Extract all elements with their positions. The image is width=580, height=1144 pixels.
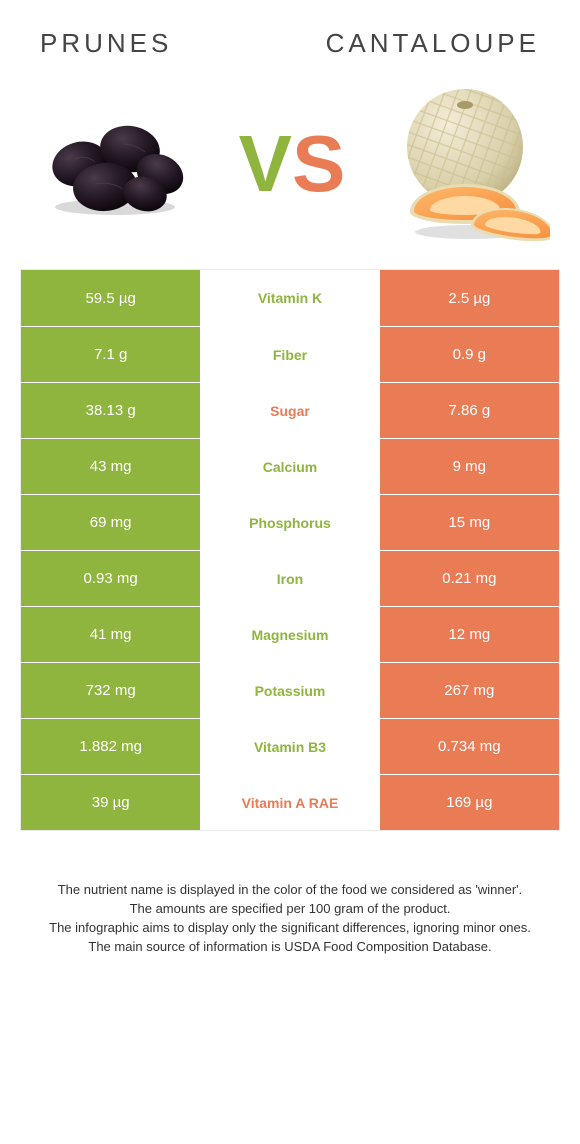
- table-row: 59.5 µgVitamin K2.5 µg: [21, 270, 559, 326]
- left-food-image: [30, 79, 200, 249]
- table-row: 7.1 gFiber0.9 g: [21, 326, 559, 382]
- cantaloupe-icon: [380, 77, 550, 252]
- nutrient-name-cell: Iron: [200, 551, 379, 606]
- nutrient-name-cell: Sugar: [200, 383, 379, 438]
- table-row: 69 mgPhosphorus15 mg: [21, 494, 559, 550]
- nutrient-name-cell: Vitamin B3: [200, 719, 379, 774]
- vs-label: VS: [239, 118, 342, 210]
- left-value-cell: 41 mg: [21, 607, 200, 662]
- right-value-cell: 9 mg: [380, 439, 559, 494]
- left-value-cell: 732 mg: [21, 663, 200, 718]
- table-row: 39 µgVitamin A RAE169 µg: [21, 774, 559, 830]
- nutrient-name-cell: Vitamin A RAE: [200, 775, 379, 830]
- table-row: 1.882 mgVitamin B30.734 mg: [21, 718, 559, 774]
- footnote-line: The main source of information is USDA F…: [40, 938, 540, 957]
- footnotes: The nutrient name is displayed in the co…: [0, 831, 580, 956]
- titles-row: PRUNES CANTALOUPE: [0, 0, 580, 69]
- left-value-cell: 1.882 mg: [21, 719, 200, 774]
- footnote-line: The infographic aims to display only the…: [40, 919, 540, 938]
- footnote-line: The amounts are specified per 100 gram o…: [40, 900, 540, 919]
- prunes-icon: [35, 109, 195, 219]
- nutrient-name-cell: Phosphorus: [200, 495, 379, 550]
- table-row: 38.13 gSugar7.86 g: [21, 382, 559, 438]
- right-food-image: [380, 79, 550, 249]
- footnote-line: The nutrient name is displayed in the co…: [40, 881, 540, 900]
- hero-row: VS: [0, 69, 580, 269]
- right-value-cell: 7.86 g: [380, 383, 559, 438]
- right-value-cell: 169 µg: [380, 775, 559, 830]
- table-row: 0.93 mgIron0.21 mg: [21, 550, 559, 606]
- nutrient-name-cell: Fiber: [200, 327, 379, 382]
- nutrient-name-cell: Calcium: [200, 439, 379, 494]
- left-value-cell: 69 mg: [21, 495, 200, 550]
- left-food-title: PRUNES: [40, 28, 172, 59]
- table-row: 41 mgMagnesium12 mg: [21, 606, 559, 662]
- right-value-cell: 2.5 µg: [380, 270, 559, 326]
- nutrient-name-cell: Potassium: [200, 663, 379, 718]
- table-row: 732 mgPotassium267 mg: [21, 662, 559, 718]
- nutrient-name-cell: Vitamin K: [200, 270, 379, 326]
- nutrient-name-cell: Magnesium: [200, 607, 379, 662]
- left-value-cell: 43 mg: [21, 439, 200, 494]
- right-value-cell: 0.9 g: [380, 327, 559, 382]
- table-row: 43 mgCalcium9 mg: [21, 438, 559, 494]
- right-value-cell: 0.21 mg: [380, 551, 559, 606]
- right-value-cell: 12 mg: [380, 607, 559, 662]
- left-value-cell: 7.1 g: [21, 327, 200, 382]
- right-value-cell: 0.734 mg: [380, 719, 559, 774]
- vs-s: S: [290, 118, 341, 210]
- left-value-cell: 0.93 mg: [21, 551, 200, 606]
- nutrient-table: 59.5 µgVitamin K2.5 µg7.1 gFiber0.9 g38.…: [20, 269, 560, 831]
- left-value-cell: 38.13 g: [21, 383, 200, 438]
- right-food-title: CANTALOUPE: [326, 28, 540, 59]
- vs-v: V: [239, 118, 290, 210]
- right-value-cell: 267 mg: [380, 663, 559, 718]
- right-value-cell: 15 mg: [380, 495, 559, 550]
- left-value-cell: 39 µg: [21, 775, 200, 830]
- left-value-cell: 59.5 µg: [21, 270, 200, 326]
